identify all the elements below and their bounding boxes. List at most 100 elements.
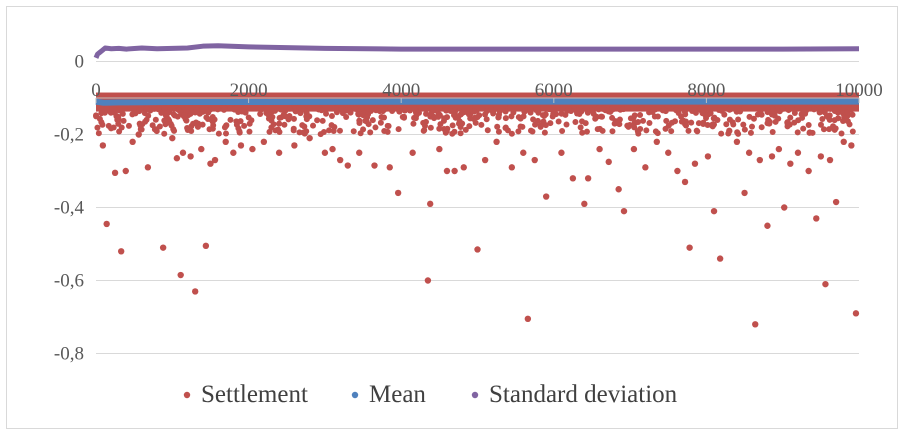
settlement-point — [281, 121, 288, 128]
settlement-point — [343, 113, 350, 120]
settlement-point — [301, 130, 308, 137]
settlement-point — [496, 108, 503, 115]
settlement-point — [813, 215, 820, 222]
settlement-point — [191, 288, 199, 295]
settlement-point — [410, 120, 417, 127]
settlement-point — [423, 110, 430, 117]
chart-frame: 0 -0,2 -0,4 -0,6 -0,8 0 2000 4000 6000 8000 10000 … — [6, 6, 898, 429]
settlement-point — [241, 122, 248, 129]
settlement-point — [752, 321, 759, 328]
settlement-point — [779, 105, 786, 112]
settlement-point — [620, 207, 628, 215]
settlement-point — [237, 118, 244, 125]
settlement-point — [825, 113, 832, 120]
settlement-point — [310, 122, 317, 129]
settlement-point — [542, 122, 549, 129]
settlement-point — [125, 122, 132, 129]
settlement-point — [330, 127, 337, 134]
settlement-point — [642, 164, 649, 171]
settlement-point — [637, 112, 644, 119]
settlement-point — [817, 121, 824, 128]
settlement-point — [166, 109, 173, 116]
settlement-point — [840, 117, 847, 124]
settlement-point — [638, 105, 645, 112]
settlement-point — [635, 118, 642, 125]
settlement-point — [559, 105, 566, 112]
settlement-point — [367, 129, 374, 136]
settlement-point — [577, 124, 584, 131]
settlement-point — [474, 246, 481, 253]
settlement-point — [99, 142, 107, 149]
settlement-point — [249, 145, 256, 153]
settlement-point — [377, 119, 384, 126]
settlement-point — [268, 105, 275, 112]
settlement-point — [550, 106, 557, 113]
x-tick-label: 2000 — [230, 80, 268, 101]
settlement-point — [631, 124, 638, 131]
settlement-point — [107, 109, 114, 116]
settlement-point — [660, 106, 667, 113]
settlement-point — [161, 130, 168, 137]
settlement-point — [678, 118, 685, 125]
settlement-point — [430, 106, 437, 113]
settlement-point — [117, 248, 125, 255]
settlement-point — [230, 149, 237, 156]
settlement-point — [630, 145, 638, 153]
legend-label: Standard deviation — [489, 381, 678, 408]
settlement-point — [332, 105, 339, 112]
settlement-point — [152, 116, 159, 123]
scatter-chart: 0-0,2-0,4-0,6-0,80 2000 4000 6000 8000 10000 … — [54, 43, 883, 408]
settlement-point — [300, 106, 307, 113]
settlement-point — [98, 119, 105, 126]
settlement-point — [328, 112, 335, 119]
settlement-point — [381, 127, 388, 134]
settlement-point — [413, 112, 420, 119]
settlement-point — [129, 138, 136, 145]
settlement-point — [457, 130, 464, 137]
settlement-point — [534, 117, 541, 124]
settlement-point — [718, 130, 725, 137]
settlement-point — [111, 169, 119, 177]
settlement-point — [703, 114, 710, 121]
settlement-point — [314, 117, 321, 124]
settlement-point — [451, 128, 458, 135]
settlement-point — [443, 167, 451, 175]
settlement-point — [711, 114, 718, 121]
settlement-point — [563, 121, 570, 128]
settlement-point — [227, 116, 234, 123]
settlement-point — [541, 112, 548, 119]
settlement-point — [802, 110, 809, 117]
settlement-point — [98, 107, 105, 114]
settlement-point — [237, 142, 245, 149]
settlement-point — [490, 110, 497, 117]
settlement-point — [745, 149, 753, 156]
settlement-point — [800, 125, 807, 132]
settlement-point — [668, 128, 675, 135]
std-dev-series-line — [93, 43, 860, 59]
settlement-point — [616, 116, 623, 123]
mean-series-line — [95, 98, 859, 106]
legend-item-std-dev: Standard deviation — [471, 381, 678, 408]
settlement-point — [421, 105, 428, 112]
settlement-point — [572, 118, 579, 125]
settlement-point — [258, 106, 265, 113]
settlement-point — [663, 117, 670, 124]
settlement-point — [149, 122, 156, 129]
settlement-point — [726, 127, 733, 135]
settlement-point — [478, 121, 485, 128]
settlement-point — [787, 114, 794, 121]
settlement-point — [631, 112, 638, 119]
y-tick-label: -0,4 — [54, 198, 85, 219]
settlement-point — [764, 109, 771, 116]
settlement-point — [159, 244, 167, 251]
settlement-point — [458, 110, 465, 117]
settlement-point — [451, 110, 458, 117]
settlement-point — [387, 105, 394, 112]
settlement-point — [177, 271, 184, 279]
settlement-point — [741, 189, 748, 197]
settlement-point — [542, 193, 550, 200]
settlement-point — [770, 107, 777, 114]
settlement-point — [549, 113, 556, 120]
settlement-point — [427, 124, 434, 131]
settlement-point — [683, 122, 690, 129]
